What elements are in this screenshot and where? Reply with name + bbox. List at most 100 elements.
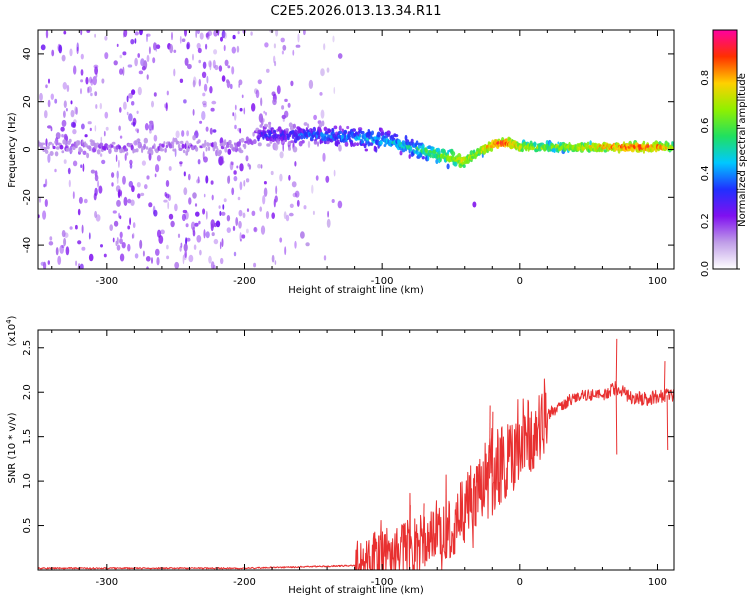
spectrogram-ridge-blob	[338, 141, 341, 145]
spectrogram-ridge-blob	[350, 141, 353, 148]
spectrogram-speckle-blob	[234, 104, 237, 111]
spectrogram-speckle-blob	[90, 92, 93, 97]
spectrogram-speckle-blob	[291, 181, 297, 188]
spectrogram-speckle-blob	[230, 83, 233, 90]
spectrogram-speckle-blob	[144, 123, 149, 131]
spectrogram-speckle-blob	[194, 222, 199, 227]
spectrogram-speckle-blob	[241, 234, 246, 239]
spectrogram-speckle-blob	[193, 244, 197, 250]
spectrogram-speckle-blob	[292, 49, 295, 56]
spectrogram-speckle-blob	[234, 112, 237, 121]
spectrogram-speckle-blob	[337, 53, 343, 59]
spectrogram-speckle-blob	[251, 210, 256, 216]
spectrogram-speckle-blob	[227, 65, 231, 69]
spectrogram-speckle-blob	[165, 193, 170, 199]
spectrogram-speckle-blob	[129, 159, 133, 165]
spectrogram-speckle-blob	[127, 225, 131, 230]
spectrogram-ridge-blob	[521, 147, 524, 153]
x-tick-label: -200	[233, 276, 256, 287]
spectrogram-speckle-blob	[116, 177, 119, 185]
spectrogram-speckle-blob	[195, 129, 198, 135]
spectrogram-speckle-blob	[75, 224, 78, 230]
spectrogram-speckle-blob	[148, 152, 152, 161]
spectrogram-speckle-blob	[137, 53, 140, 58]
spectrogram-ridge-blob	[236, 141, 241, 147]
spectrogram-speckle-blob	[213, 238, 219, 245]
spectrogram-speckle-blob	[245, 178, 250, 183]
spectrogram-speckle-blob	[99, 153, 103, 157]
spectrogram-speckle-blob	[104, 111, 109, 119]
spectrogram-ridge-blob	[110, 144, 114, 148]
spectrogram-speckle-blob	[156, 155, 161, 162]
spectrogram-speckle-blob	[72, 191, 75, 200]
spectrogram-speckle-blob	[94, 210, 98, 219]
snr-plot-area	[38, 330, 674, 570]
spectrogram-speckle-blob	[187, 63, 192, 70]
spectrogram-speckle	[38, 30, 343, 269]
spectrogram-y-label: Frequency (Hz)	[7, 112, 18, 188]
x-tick-label: -200	[233, 577, 256, 588]
spectrogram-ridge-blob	[172, 148, 177, 152]
spectrogram-speckle-blob	[168, 166, 172, 171]
spectrogram-speckle-blob	[78, 196, 83, 204]
spectrogram-ridge-blob	[298, 133, 301, 137]
spectrogram-speckle-blob	[166, 255, 170, 260]
spectrogram-speckle-blob	[157, 229, 161, 238]
spectrogram-speckle-blob	[247, 163, 250, 167]
spectrogram-speckle-blob	[77, 208, 81, 216]
spectrogram-speckle-blob	[131, 101, 135, 106]
spectrogram-speckle-blob	[271, 212, 276, 219]
spectrogram-speckle-blob	[136, 182, 141, 188]
spectrogram-speckle-blob	[129, 163, 133, 169]
spectrogram-ridge-blob	[179, 140, 184, 145]
spectrogram-speckle-blob	[313, 114, 317, 120]
spectrogram-speckle-blob	[198, 78, 201, 87]
spectrogram-speckle-blob	[94, 33, 96, 38]
spectrogram-speckle-blob	[146, 33, 148, 43]
spectrogram-ridge-blob	[364, 148, 368, 152]
snr-spike	[409, 505, 411, 548]
spectrogram-speckle-blob	[263, 110, 266, 114]
spectrogram-speckle-blob	[118, 189, 123, 197]
spectrogram-ridge-blob	[326, 140, 330, 145]
spectrogram-speckle-blob	[315, 175, 319, 181]
spectrogram-speckle-blob	[184, 57, 189, 66]
spectrogram-speckle-blob	[132, 222, 136, 229]
spectrogram-ridge-blob	[419, 152, 423, 158]
spectrogram-speckle-blob	[119, 215, 122, 220]
spectrogram-speckle-blob	[305, 242, 310, 247]
snr-spike	[663, 361, 666, 396]
spectrogram-speckle-blob	[210, 261, 215, 269]
spectrogram-speckle-blob	[123, 101, 127, 110]
spectrogram-ridge-blob	[384, 135, 388, 139]
spectrogram-ridge-blob	[300, 133, 304, 136]
snr-scale-note: (x104)	[5, 315, 18, 346]
spectrogram-speckle-blob	[47, 260, 50, 265]
spectrogram-ridge-blob	[295, 133, 299, 137]
spectrogram-ridge-blob	[134, 140, 138, 145]
spectrogram-speckle-blob	[136, 129, 139, 134]
spectrogram-speckle-blob	[284, 98, 288, 102]
spectrogram-speckle-blob	[48, 241, 54, 246]
spectrogram-ridge-blob	[366, 137, 370, 141]
spectrogram-speckle-blob	[231, 46, 236, 54]
spectrogram-speckle-blob	[238, 79, 243, 86]
spectrogram-speckle-blob	[123, 196, 128, 206]
spectrogram-speckle-blob	[153, 92, 157, 97]
spectrogram-speckle-blob	[202, 92, 206, 97]
y-tick-label: 2.0	[22, 384, 33, 400]
spectrogram-speckle-blob	[238, 220, 242, 229]
spectrogram-speckle-blob	[139, 239, 143, 249]
spectrogram-speckle-blob	[173, 49, 177, 53]
spectrogram-ridge-blob	[159, 148, 164, 152]
spectrogram-speckle-blob	[290, 80, 294, 87]
spectrogram-speckle-blob	[194, 203, 198, 207]
spectrogram-ridge-blob	[216, 148, 219, 152]
spectrogram-speckle-blob	[320, 68, 325, 77]
spectrogram-speckle-blob	[195, 211, 200, 217]
spectrogram-speckle-blob	[158, 143, 163, 147]
spectrogram-speckle-blob	[101, 159, 106, 165]
spectrogram-speckle-blob	[128, 113, 133, 122]
spectrogram-speckle-blob	[197, 176, 200, 184]
